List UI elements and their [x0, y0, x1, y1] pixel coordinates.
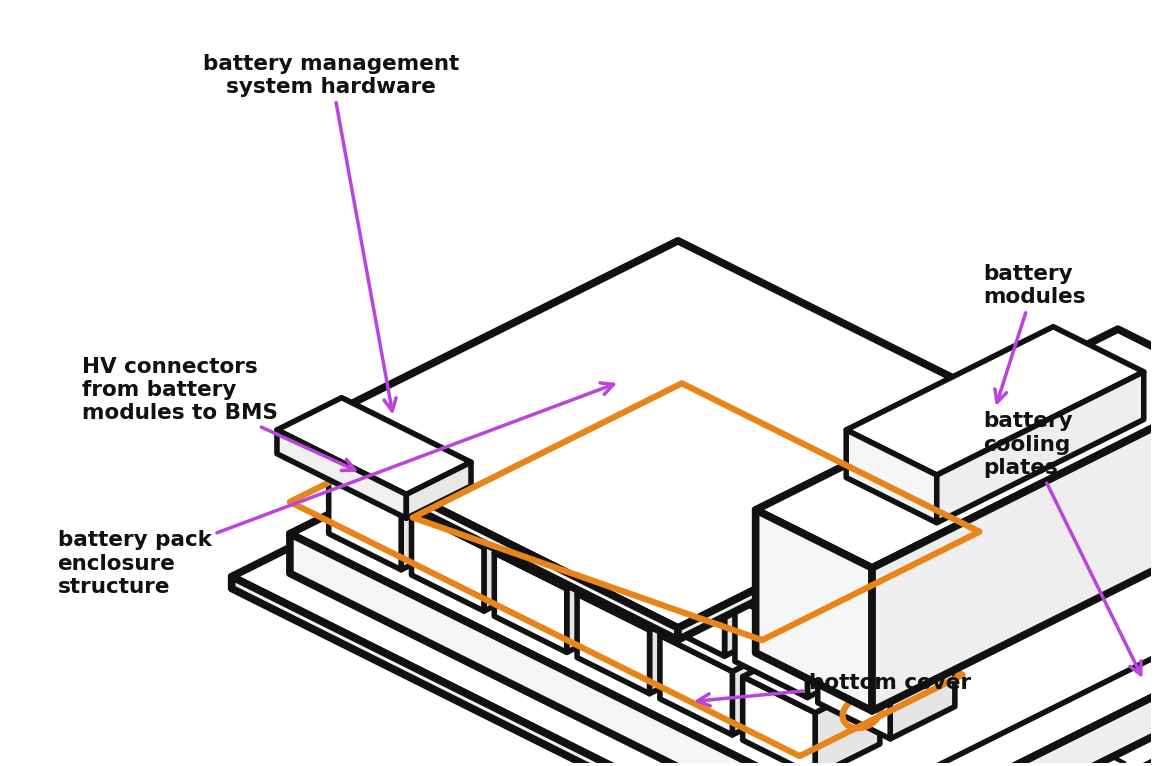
Polygon shape: [277, 430, 406, 519]
Polygon shape: [815, 680, 879, 766]
Polygon shape: [329, 438, 466, 506]
Polygon shape: [494, 520, 631, 589]
Polygon shape: [290, 241, 1066, 628]
Polygon shape: [937, 372, 1144, 522]
Polygon shape: [484, 516, 548, 611]
Polygon shape: [406, 462, 471, 519]
Polygon shape: [743, 676, 815, 766]
Polygon shape: [367, 346, 1154, 766]
Polygon shape: [725, 561, 789, 656]
Polygon shape: [652, 524, 789, 593]
Polygon shape: [756, 329, 1154, 568]
Polygon shape: [660, 603, 797, 672]
Text: battery management
system hardware: battery management system hardware: [203, 54, 459, 411]
Polygon shape: [735, 565, 872, 634]
Polygon shape: [487, 474, 559, 574]
Polygon shape: [329, 470, 402, 570]
Polygon shape: [878, 641, 1154, 766]
Polygon shape: [412, 512, 484, 611]
Polygon shape: [650, 598, 714, 694]
Text: battery
modules: battery modules: [983, 264, 1086, 402]
Polygon shape: [487, 442, 623, 510]
Polygon shape: [846, 430, 937, 522]
Polygon shape: [567, 557, 631, 653]
Polygon shape: [404, 433, 477, 532]
Polygon shape: [818, 639, 890, 739]
Text: HV connectors
from battery
modules to BMS: HV connectors from battery modules to BM…: [82, 357, 355, 470]
Polygon shape: [756, 510, 872, 711]
Polygon shape: [660, 635, 733, 735]
Polygon shape: [290, 534, 885, 766]
Polygon shape: [885, 604, 1154, 766]
Polygon shape: [846, 326, 1144, 475]
Polygon shape: [569, 483, 706, 552]
Polygon shape: [290, 434, 679, 640]
Polygon shape: [577, 561, 714, 630]
Polygon shape: [404, 401, 541, 469]
Polygon shape: [277, 398, 471, 494]
Polygon shape: [890, 643, 954, 739]
Polygon shape: [652, 557, 725, 656]
Polygon shape: [232, 577, 878, 766]
Polygon shape: [412, 480, 548, 548]
Text: battery pack
enclosure
structure: battery pack enclosure structure: [58, 383, 614, 597]
Polygon shape: [733, 639, 797, 735]
Polygon shape: [569, 516, 642, 615]
Polygon shape: [477, 437, 541, 532]
Polygon shape: [735, 598, 808, 698]
Polygon shape: [642, 519, 706, 615]
Polygon shape: [818, 607, 954, 676]
Polygon shape: [577, 594, 650, 694]
Polygon shape: [494, 553, 567, 653]
Polygon shape: [743, 644, 879, 712]
Text: battery
cooling
plates: battery cooling plates: [983, 411, 1141, 675]
Polygon shape: [679, 434, 1066, 640]
Polygon shape: [808, 602, 872, 698]
Polygon shape: [232, 319, 1154, 766]
Text: bottom cover: bottom cover: [697, 673, 971, 706]
Polygon shape: [559, 478, 623, 574]
Polygon shape: [290, 308, 1154, 766]
Polygon shape: [872, 388, 1154, 711]
Polygon shape: [402, 474, 466, 570]
